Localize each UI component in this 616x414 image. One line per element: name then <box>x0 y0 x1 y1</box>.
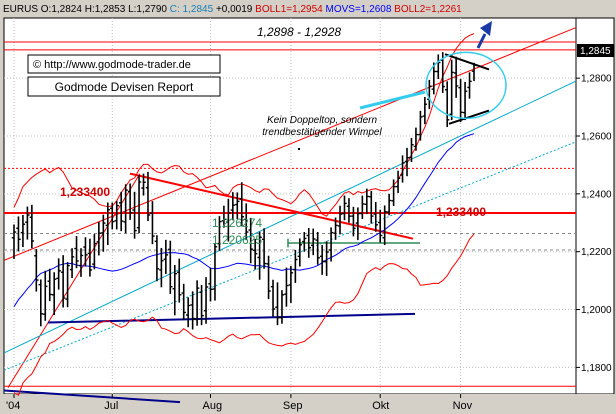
y-tick-label: 1,2800 <box>581 74 612 85</box>
x-tick-label: Aug <box>203 400 223 412</box>
x-tick-label: Sep <box>283 400 303 412</box>
y-tick-label: 1,2400 <box>581 189 612 200</box>
y-tick-label: 1,2200 <box>581 247 612 258</box>
dot-marker <box>298 148 300 150</box>
x-tick-label: Okt <box>372 400 389 412</box>
plot-area <box>3 17 577 395</box>
grid <box>4 18 576 394</box>
pennant-lower-line <box>448 109 490 125</box>
lower-support-line <box>3 389 181 404</box>
y-axis-ticks: 1,2800 1,2600 1,2400 1,2200 1,2000 1,1800 <box>576 74 612 374</box>
pennant-upper-line <box>444 53 490 71</box>
last-price-tag <box>577 44 614 57</box>
level-label-b: 1,220625 <box>212 233 262 247</box>
copyright-text: © http://www.godmode-trader.de <box>33 59 191 71</box>
report-title: Godmode Devisen Report <box>55 80 194 94</box>
level-label-right: 1,233400 <box>436 205 486 219</box>
cyan-pointer-line <box>359 90 426 110</box>
descending-resistance-line <box>129 172 414 240</box>
report-badge <box>27 76 221 97</box>
price-bars <box>11 52 477 330</box>
pennant-highlight-ellipse <box>425 51 507 120</box>
trend-lines <box>3 27 577 404</box>
resistance-range-label: 1,2898 - 1,2928 <box>257 25 341 39</box>
header-symbol-line: EURUS O:1,2824 H:1,2853 L:1,2790 C: 1,28… <box>3 4 462 15</box>
cyan-channel-upper <box>3 80 577 354</box>
breakout-arrow-head <box>480 21 492 36</box>
y-axis-panel <box>575 17 615 395</box>
x-axis-strip <box>0 394 616 414</box>
x-tick-label: Nov <box>453 400 473 412</box>
comment-line-2: trendbestätigender Wimpel <box>262 127 382 138</box>
y-tick-label: 1,1800 <box>581 363 612 374</box>
comment-line-1: Kein Doppeltop, sondern <box>267 115 378 126</box>
cyan-channel-lower <box>3 141 577 371</box>
last-price-label: 1,2845 <box>580 46 611 57</box>
x-axis-ticks: '04 Jul Aug Sep Okt Nov <box>6 394 473 412</box>
breakout-arrow-shaft <box>476 33 487 49</box>
y-tick-label: 1,2600 <box>581 132 612 143</box>
y-tick-label: 1,2000 <box>581 305 612 316</box>
copyright-badge <box>27 54 221 74</box>
lower-channel-line <box>7 173 141 388</box>
x-tick-label: Jul <box>104 400 118 412</box>
x-tick-label: '04 <box>6 400 20 412</box>
level-label-a: 1,226274 <box>212 216 262 230</box>
boll2-line <box>13 233 475 396</box>
level-label-left: 1,233400 <box>60 185 110 199</box>
overlays <box>298 21 507 150</box>
